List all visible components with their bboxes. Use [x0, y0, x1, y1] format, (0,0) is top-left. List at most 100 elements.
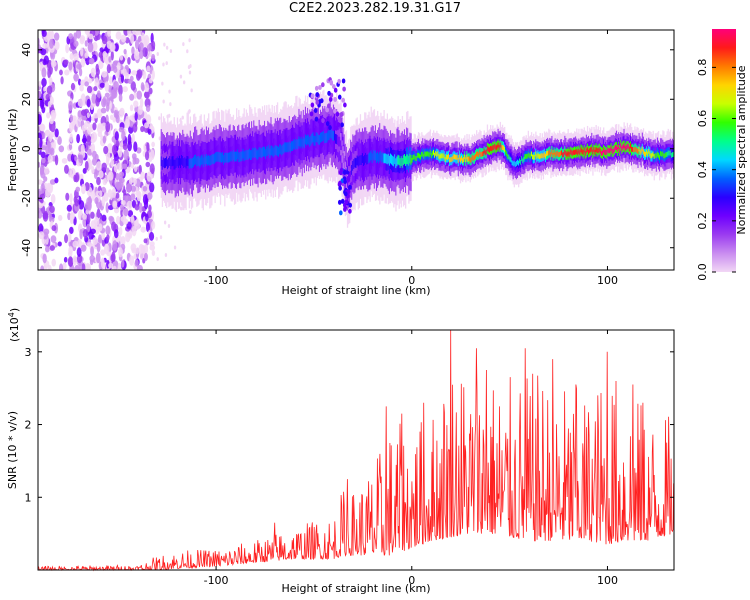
colorbar: 0.0 0.2 0.4 0.6 0.8 Normalized spectral ampl…	[696, 29, 748, 281]
spectrogram-cell	[80, 143, 85, 154]
spectrogram-cell	[370, 150, 372, 161]
spectrogram-cell	[641, 146, 644, 152]
spectrogram-cell	[67, 212, 71, 221]
spectrogram-cell	[112, 240, 118, 251]
spectrogram-cell	[335, 133, 337, 144]
spectrogram-cell	[333, 96, 337, 102]
spectrogram-cell	[383, 153, 385, 164]
spectrogram-cell	[164, 158, 167, 168]
spectrogram-cell	[149, 163, 155, 175]
spectrogram-cell	[72, 255, 78, 266]
spectrogram-cell	[148, 204, 152, 212]
spectrogram-cell	[452, 155, 454, 161]
spectrogram-cell	[163, 220, 167, 225]
spectrogram-cell	[271, 145, 273, 156]
spectrogram-cell	[59, 69, 63, 76]
spectrogram-cell	[375, 153, 378, 163]
spectrogram-cell	[591, 146, 593, 152]
spectrogram-cell	[652, 151, 654, 157]
spectrogram-cell	[318, 135, 321, 145]
spectrogram-cell	[330, 128, 333, 139]
spectrogram-cell	[110, 253, 116, 263]
spectrogram-cell	[226, 152, 228, 163]
spectrogram-cell	[208, 154, 210, 165]
spectrogram-cell	[640, 148, 643, 154]
spectrogram-cell	[317, 118, 322, 124]
spectrogram-cell	[201, 154, 203, 165]
spectrogram-cell	[119, 55, 124, 61]
spectrogram-cell	[599, 148, 602, 154]
spectrogram-cell	[343, 205, 348, 211]
spectrogram-cell	[147, 192, 153, 200]
spectrogram-cell	[54, 177, 59, 184]
spectrogram-cell	[572, 149, 575, 155]
spectrogram-cell	[453, 154, 455, 159]
spectrogram-cell	[96, 176, 101, 186]
spectrogram-cell	[48, 76, 53, 86]
spectrogram-cell	[635, 146, 637, 152]
spectrogram-cell	[311, 133, 313, 144]
spectrogram-cell	[477, 151, 479, 157]
spectrogram-cell	[120, 199, 126, 206]
spectrogram-cell	[149, 241, 155, 247]
spectrogram-cell	[96, 161, 102, 171]
spectrogram-cell	[78, 67, 83, 77]
spectrogram-cell	[323, 130, 325, 141]
spectrogram-cell	[47, 100, 52, 108]
spectrogram-cell	[214, 153, 216, 163]
spectrogram-cell	[243, 151, 245, 162]
spectrogram-cell	[410, 154, 412, 165]
spectrogram-cell	[198, 156, 200, 166]
spectrogram-cell	[188, 109, 191, 114]
spectrogram-cell	[86, 98, 91, 108]
spectrogram-cell	[88, 77, 93, 84]
spectrogram-cell	[118, 174, 123, 182]
spectrogram-cell	[501, 145, 504, 150]
spectrogram-cell	[174, 159, 176, 170]
spectrogram-cell	[473, 155, 476, 161]
spectrogram-cell	[73, 73, 80, 82]
spectrogram-cell	[346, 177, 349, 188]
spectrogram-cell	[629, 143, 632, 149]
spectrogram-cell	[343, 158, 345, 168]
spectrogram-cell	[122, 195, 129, 201]
spectrogram-cell	[647, 151, 649, 157]
spectrogram-cell	[310, 102, 315, 108]
spectrogram-cell	[343, 169, 347, 175]
spectrogram-cell	[502, 145, 505, 151]
spectrogram-cell	[422, 151, 424, 157]
spectrogram-cell	[408, 155, 410, 166]
spectrogram-cell	[463, 157, 465, 162]
snr-series-line	[37, 329, 674, 572]
spectrogram-cell	[659, 154, 661, 160]
spectrogram-cell	[508, 154, 510, 160]
spectrogram-cell	[348, 184, 352, 190]
y-tick-label: -20	[20, 189, 33, 207]
spectrogram-cell	[130, 81, 136, 91]
spectrogram-cell	[179, 206, 183, 211]
spectrogram-cell	[665, 152, 667, 158]
spectrogram-cell	[127, 210, 134, 218]
spectrogram-cell	[439, 154, 441, 160]
spectrogram-cell	[49, 133, 53, 139]
spectrogram-cell	[182, 80, 186, 85]
spectrogram-cell	[167, 224, 171, 229]
spectrogram-cell	[106, 30, 112, 37]
spectrogram-cell	[549, 149, 551, 155]
spectrogram-cell	[534, 154, 536, 160]
spectrogram-cell	[564, 149, 566, 155]
spectrogram-cell	[482, 151, 484, 156]
spectrogram-cell	[603, 147, 605, 153]
spectrogram-cell	[569, 149, 571, 155]
spectrogram-cell	[663, 153, 665, 159]
spectrogram-cell	[354, 157, 356, 168]
spectrogram-cell	[40, 265, 45, 270]
spectrogram-cell	[266, 146, 268, 157]
spectrogram-cell	[105, 225, 111, 236]
spectrogram-cell	[78, 154, 84, 164]
spectrogram-cell	[627, 143, 630, 149]
spectrogram-panel: -100 0 100 -40 -20 0 20 40 Height of straight …	[6, 29, 675, 297]
spectrogram-cell	[205, 154, 208, 164]
spectrogram-cell	[637, 149, 639, 155]
spectrogram-cell	[130, 162, 135, 169]
